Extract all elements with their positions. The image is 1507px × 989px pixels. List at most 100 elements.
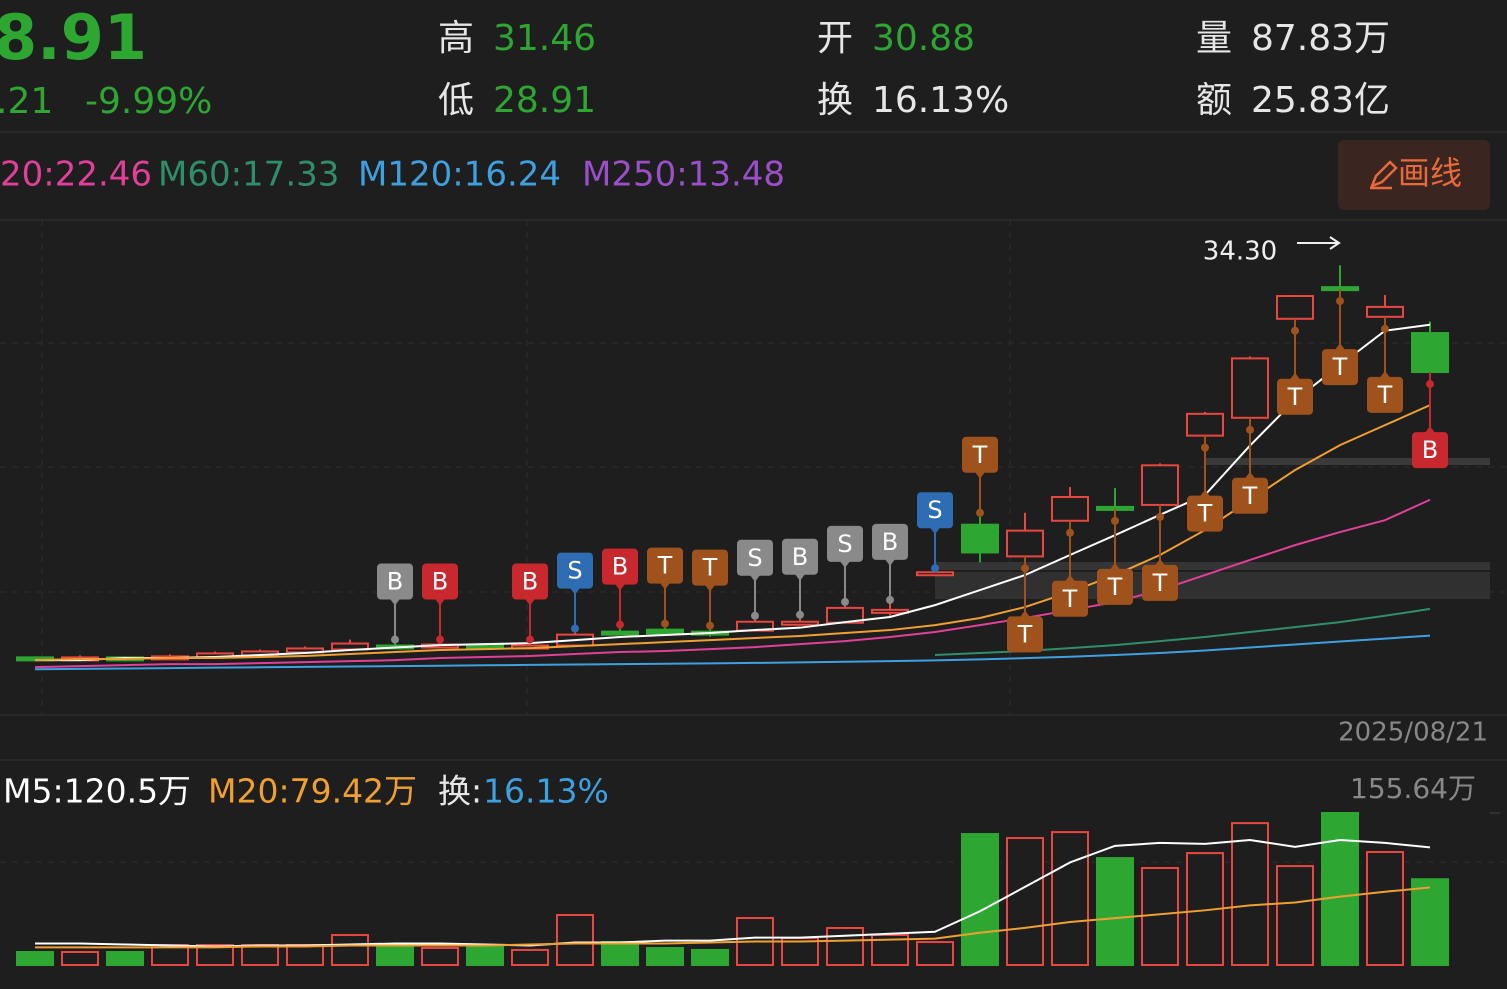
volume-bar (916, 941, 954, 967)
volume-legend: M5:120.5万 M20:79.42万 换: 16.13% (3, 772, 609, 811)
signal-label: T (1332, 353, 1348, 381)
signal-dot (1291, 326, 1299, 335)
max-price-label: 34.30 (1203, 237, 1277, 267)
signal-label: T (1242, 482, 1258, 510)
signal-dot (751, 611, 759, 620)
stat-label: 量 (1196, 18, 1232, 59)
signal-dot (886, 595, 894, 604)
ma-line (34, 634, 1431, 671)
signal-marker: S (737, 539, 773, 620)
signal-dot (436, 635, 444, 644)
volume-bar (601, 941, 639, 967)
volume-bar (1006, 837, 1044, 966)
signal-dot (391, 635, 399, 644)
price-zone (935, 572, 1490, 599)
signal-dot (931, 564, 939, 573)
signal-box (917, 492, 953, 529)
signal-label: T (1107, 573, 1123, 601)
price-change: .21 (0, 81, 53, 122)
signal-dot (526, 635, 534, 644)
signal-box (692, 549, 728, 586)
volume-bar (241, 943, 279, 966)
signal-box (962, 436, 998, 473)
stat-label: 额 (1196, 80, 1232, 121)
button-label[interactable]: 画线 (1398, 154, 1462, 192)
signal-label: T (1152, 569, 1168, 597)
last-price: 8.91 (0, 1, 147, 74)
signal-dot (1201, 443, 1209, 452)
signal-dot (1156, 512, 1164, 521)
candle-body (601, 630, 639, 636)
volume-ma-line (35, 886, 1431, 949)
candle-body (1006, 529, 1044, 558)
signal-dot (976, 508, 984, 517)
signal-marker: T (1277, 318, 1313, 415)
ma-legend-item: M250:13.48 (582, 155, 785, 195)
signal-label: T (1017, 620, 1033, 648)
signal-marker: T (962, 436, 998, 517)
volume-bar (196, 943, 234, 966)
volume-bar (556, 913, 594, 967)
signal-box (512, 563, 548, 600)
signal-marker: T (1052, 520, 1088, 617)
candle-body (1276, 295, 1314, 320)
signal-label: B (612, 553, 628, 581)
signal-label: T (1377, 381, 1393, 409)
volume-bar (106, 951, 144, 966)
volume-legend-item: M20:79.42万 (208, 772, 417, 811)
stat-value: 28.91 (493, 80, 596, 121)
signal-label: S (837, 530, 852, 558)
signal-box (1232, 477, 1268, 514)
signal-marker: T (1097, 508, 1133, 605)
candle-body (1231, 357, 1269, 419)
signal-label: S (927, 496, 942, 524)
volume-bar (466, 943, 504, 966)
volume-bar (376, 943, 414, 966)
ma-line (34, 404, 1431, 662)
signal-marker: T (1322, 289, 1358, 386)
signal-marker: B (377, 563, 413, 644)
signal-marker: B (512, 563, 548, 644)
y-tick-label: 155.64万 (1350, 772, 1476, 805)
date-label: 2025/08/21 (1338, 718, 1488, 748)
signal-box (1052, 580, 1088, 617)
draw-button[interactable]: 画线 (1338, 140, 1490, 210)
signal-dot (796, 610, 804, 619)
volume-bar (1231, 822, 1269, 967)
volume-bar (1096, 857, 1134, 966)
signal-marker: B (1412, 372, 1448, 469)
signal-marker: B (422, 563, 458, 644)
candle-body (1366, 305, 1404, 318)
ma-legend-item: 20:22.46 (0, 155, 152, 195)
signal-box (1187, 495, 1223, 532)
volume-bar (286, 943, 324, 966)
signal-box (377, 563, 413, 600)
signal-box (602, 548, 638, 585)
volume-bar (421, 947, 459, 967)
signal-box (827, 525, 863, 562)
signal-dot (661, 619, 669, 628)
ma-legend: 20:22.46 M60:17.33 M120:16.24 M250:13.48 (0, 155, 785, 195)
stat-label: 开 (817, 18, 853, 59)
signal-marker: T (1232, 417, 1268, 514)
max-arrow (1297, 236, 1341, 250)
signal-marker: T (1142, 504, 1178, 601)
signal-label: S (747, 544, 762, 572)
signal-label: B (882, 528, 898, 556)
signal-box (872, 523, 908, 560)
button-bg[interactable] (1338, 140, 1490, 210)
signal-label: B (432, 568, 448, 596)
signal-dot (571, 624, 579, 633)
signal-dot (1111, 516, 1119, 525)
signal-marker: S (557, 552, 593, 633)
candle-body (646, 628, 684, 635)
volume-legend-item: M5:120.5万 (3, 772, 191, 811)
signal-dot (1246, 425, 1254, 434)
candle-body (1411, 332, 1449, 374)
signal-label: T (657, 552, 673, 580)
signal-marker: S (827, 525, 863, 606)
candle-body (781, 620, 819, 626)
